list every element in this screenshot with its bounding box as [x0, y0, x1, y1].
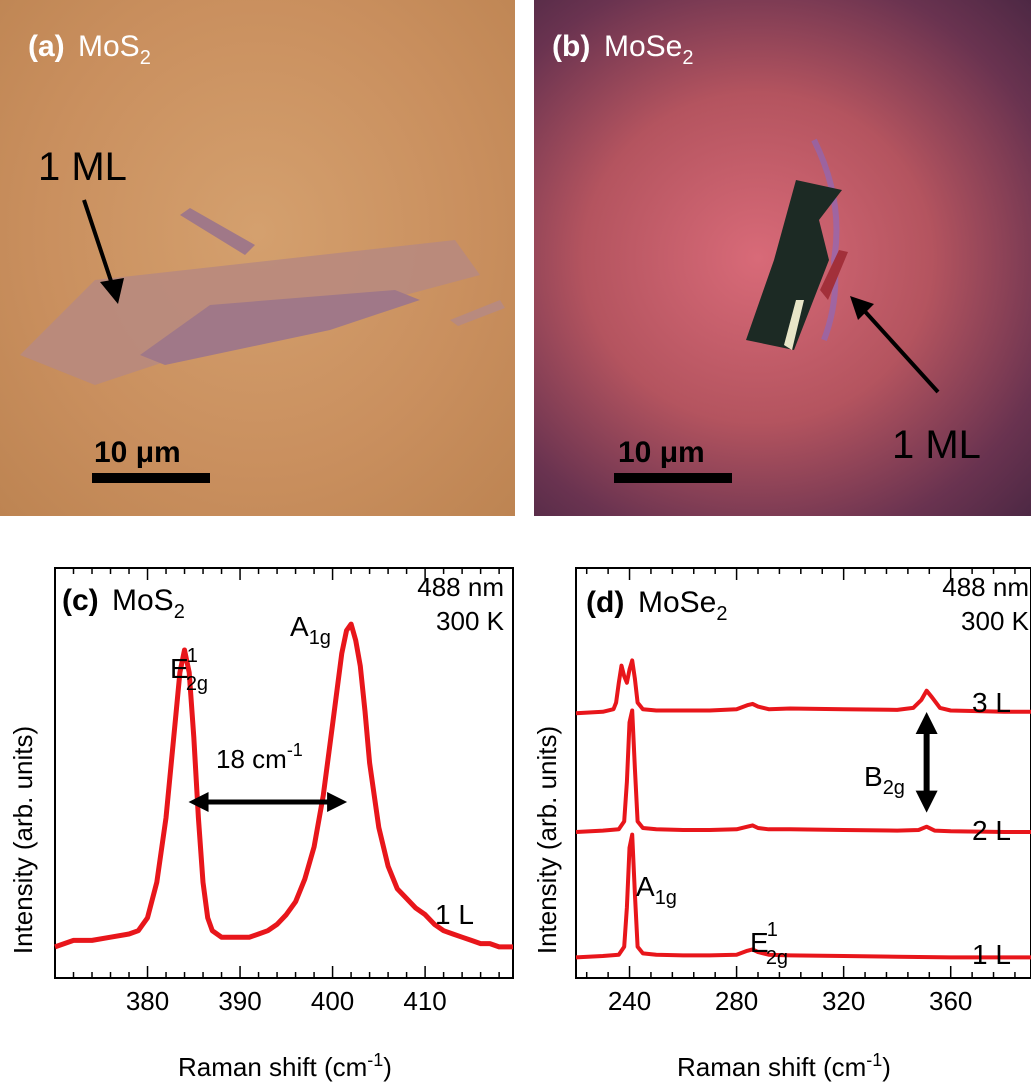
chart-d-tag: (d) — [586, 586, 624, 619]
chart-d-temperature: 300 K — [961, 606, 1030, 636]
c-xtick-label: 400 — [311, 986, 354, 1016]
chart-d-title: MoSe2 — [638, 586, 728, 625]
panel-a-material: MoS2 — [78, 30, 151, 69]
chart-c-temperature: 300 K — [436, 606, 505, 636]
chart-d-b2g-arrow — [915, 711, 938, 813]
chart-d-series-3L — [575, 658, 1031, 716]
raman-chart-mose2: 240 280 320 360 (d) MoSe2 488 nm 300 K 3 L … — [534, 567, 1031, 1082]
panel-a-flake-label: 1 ML — [38, 145, 127, 189]
c-frame — [54, 567, 514, 979]
chart-d-series-2L — [575, 708, 1031, 834]
splitting-arrowhead-left — [188, 792, 209, 812]
micrograph-mos2: (a) MoS2 1 ML 10 μm — [0, 0, 515, 516]
panel-b-flake-label: 1 ML — [892, 423, 981, 467]
chart-c-tag: (c) — [62, 584, 99, 617]
splitting-arrowhead-right — [327, 792, 348, 812]
chart-c-laser: 488 nm — [417, 572, 504, 602]
chart-c-ylabel: Intensity (arb. units) — [8, 726, 38, 954]
chart-d-series-1L — [575, 832, 1031, 960]
panel-b-arrowhead — [850, 296, 874, 320]
chart-c-series-label: 1 L — [435, 899, 474, 930]
panel-b-arrow — [858, 304, 940, 394]
micrograph-mose2: (b) MoSe2 1 ML 10 μm — [534, 0, 1031, 516]
flake-bright-edge — [784, 300, 804, 350]
c-xtick-label: 390 — [218, 986, 261, 1016]
chart-c-axes — [54, 567, 514, 979]
panel-b-scale-text: 10 μm — [618, 436, 705, 469]
d-xtick-label: 320 — [822, 986, 865, 1016]
chart-c-tick-labels: 380 390 400 410 — [126, 986, 447, 1016]
chart-c-ticks — [54, 568, 500, 978]
chart-d-laser: 488 nm — [942, 572, 1029, 602]
panel-a-arrowhead — [100, 278, 124, 304]
c-xtick-label: 410 — [403, 986, 446, 1016]
d-frame — [575, 567, 1031, 979]
c-xtick-label: 380 — [126, 986, 169, 1016]
chart-d-label-3L: 3 L — [972, 687, 1011, 718]
chart-d-label-2L: 2 L — [972, 815, 1011, 846]
panel-a-tag: (a) — [28, 30, 65, 63]
raman-chart-mos2: 380 390 400 410 (c) MoS2 488 nm 300 K E1 2g … — [8, 567, 514, 1082]
flake-small-fragment — [450, 300, 505, 326]
chart-d-ylabel: Intensity (arb. units) — [534, 726, 562, 954]
panel-b-tag: (b) — [552, 30, 590, 63]
chart-d-peak1-label: A1g — [636, 871, 677, 909]
flake-monolayer-b — [820, 250, 848, 300]
panel-a-scale-text: 10 μm — [94, 436, 181, 469]
chart-d-peak2-label: E1 2g — [750, 919, 788, 969]
b2g-arrowhead-top — [915, 711, 938, 734]
chart-d-ticks — [585, 568, 1016, 978]
d-xtick-label: 280 — [715, 986, 758, 1016]
chart-d-label-1L: 1 L — [972, 939, 1011, 970]
d-xtick-label: 360 — [929, 986, 972, 1016]
panel-a-scale-bar — [92, 473, 210, 483]
chart-c-title: MoS2 — [112, 584, 185, 623]
chart-c-peak2-label: A1g — [290, 611, 331, 649]
d-xtick-label: 240 — [608, 986, 651, 1016]
flake-bulk — [746, 180, 842, 350]
chart-d-tick-labels: 240 280 320 360 — [608, 986, 973, 1016]
blue-haze — [811, 138, 840, 342]
flake-thick — [140, 290, 420, 365]
b2g-arrowhead-bottom — [915, 790, 938, 813]
chart-c-splitting-arrow — [188, 792, 348, 812]
panel-b-material: MoSe2 — [604, 30, 694, 69]
panel-a-arrow — [82, 199, 116, 291]
flake-small-strip — [180, 208, 255, 255]
chart-c-splitting-label: 18 cm-1 — [216, 740, 303, 774]
chart-d-axes — [575, 567, 1031, 979]
panel-b-scale-bar — [614, 473, 732, 483]
micrograph-mose2-svg: (b) MoSe2 1 ML 10 μm — [552, 30, 981, 483]
chart-c-series-1L — [54, 621, 513, 950]
chart-c-xlabel: Raman shift (cm-1) — [178, 1050, 392, 1082]
chart-d-b2g-label: B2g — [864, 761, 905, 799]
micrograph-mos2-svg: (a) MoS2 1 ML 10 μm — [20, 30, 505, 483]
chart-c-peak1-label: E1 2g — [170, 645, 208, 695]
chart-d-xlabel: Raman shift (cm-1) — [677, 1050, 891, 1082]
